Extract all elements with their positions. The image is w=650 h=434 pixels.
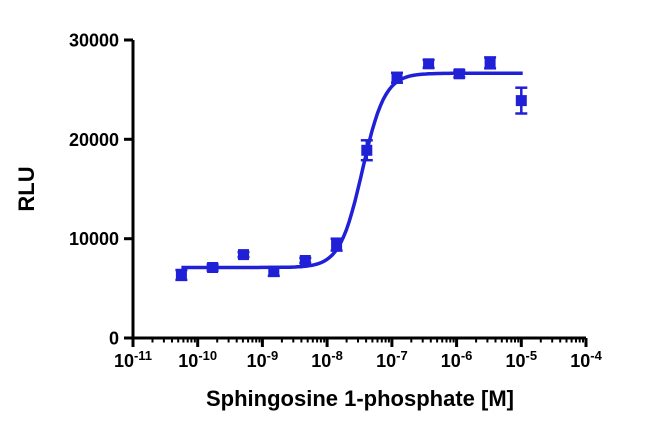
x-tick-label: 10-10 [178, 348, 217, 371]
data-point-marker [207, 262, 219, 273]
fit-curve [181, 71, 523, 270]
x-axis-title: Sphingosine 1-phosphate [M] [206, 386, 514, 411]
data-point-marker [484, 57, 496, 69]
data-point-marker [299, 255, 311, 266]
y-tick-label: 10000 [69, 229, 119, 249]
x-tick-label: 10-6 [441, 348, 473, 371]
x-tick-label: 10-7 [376, 348, 408, 371]
x-tick-label: 10-4 [570, 348, 602, 371]
data-point-marker [361, 144, 373, 156]
data-point-marker [515, 95, 527, 107]
y-tick-label: 20000 [69, 130, 119, 150]
x-tick-label: 10-5 [506, 348, 538, 371]
data-point-marker [268, 265, 280, 277]
data-point-marker [331, 239, 343, 251]
data-point-marker [175, 269, 187, 281]
y-tick-label: 30000 [69, 31, 119, 51]
x-tick-label: 10-8 [311, 348, 343, 371]
data-point-marker [423, 58, 435, 70]
y-tick-label: 0 [109, 329, 119, 349]
data-point-marker [453, 68, 465, 80]
x-tick-label: 10-11 [114, 348, 152, 371]
y-axis-title: RLU [14, 166, 39, 212]
x-tick-label: 10-9 [247, 348, 279, 371]
data-point-marker [391, 72, 403, 84]
data-point-marker [238, 249, 249, 261]
